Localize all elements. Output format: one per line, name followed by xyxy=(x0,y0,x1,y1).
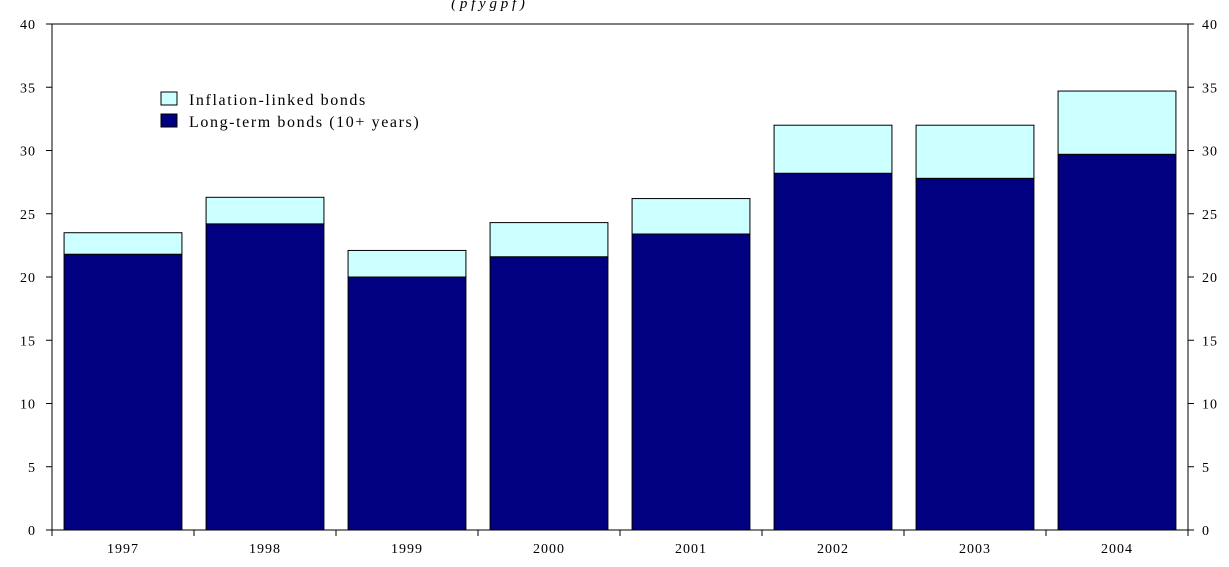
y-tick-label-right: 30 xyxy=(1202,145,1218,160)
bar-long-term-bonds xyxy=(489,256,609,531)
bar-inflation-linked-bonds xyxy=(205,196,325,225)
legend-label-long-term: Long-term bonds (10+ years) xyxy=(189,114,420,131)
chart-subtitle-fragment: ( p f y g p f ) xyxy=(451,0,525,12)
bar-inflation-linked-bonds xyxy=(773,124,893,174)
bar-inflation-linked-bonds xyxy=(631,198,751,235)
x-tick-label: 2002 xyxy=(817,542,849,557)
y-tick-label-right: 35 xyxy=(1202,81,1218,96)
y-tick-label-left: 40 xyxy=(20,18,36,33)
y-tick-label-right: 40 xyxy=(1202,18,1218,33)
y-tick-label-right: 20 xyxy=(1202,271,1218,286)
axes-group: 0 0 5 5 10 10 15 15 20 20 25 25 30 30 35 35 40 40 1997 1998… xyxy=(20,18,1218,557)
x-tick-label: 1999 xyxy=(391,542,423,557)
y-tick-label-right: 25 xyxy=(1202,208,1218,223)
bar-long-term-bonds xyxy=(1057,153,1177,531)
y-tick-label-right: 0 xyxy=(1202,524,1210,539)
x-tick-label: 2004 xyxy=(1101,542,1133,557)
bar-inflation-linked-bonds xyxy=(915,124,1035,179)
bar-inflation-linked-bonds xyxy=(347,249,467,278)
y-tick-label-right: 5 xyxy=(1202,461,1210,476)
y-tick-label-left: 0 xyxy=(28,524,36,539)
y-tick-label-right: 10 xyxy=(1202,398,1218,413)
x-tick-label: 1998 xyxy=(249,542,281,557)
bar-long-term-bonds xyxy=(347,276,467,531)
bar-long-term-bonds xyxy=(915,177,1035,531)
x-tick-label: 2003 xyxy=(959,542,991,557)
y-tick-label-left: 30 xyxy=(20,145,36,160)
bar-inflation-linked-bonds xyxy=(489,222,609,258)
bar-long-term-bonds xyxy=(631,233,751,531)
bar-long-term-bonds xyxy=(773,172,893,531)
y-tick-label-left: 10 xyxy=(20,398,36,413)
y-tick-label-left: 20 xyxy=(20,271,36,286)
y-tick-label-right: 15 xyxy=(1202,334,1218,349)
y-tick-label-left: 5 xyxy=(28,461,36,476)
x-tick-label: 1997 xyxy=(107,542,139,557)
bar-long-term-bonds xyxy=(63,253,183,531)
bar-long-term-bonds xyxy=(205,223,325,531)
bars-group xyxy=(63,90,1177,531)
y-tick-label-left: 15 xyxy=(20,334,36,349)
legend: Inflation-linked bonds Long-term bonds (1… xyxy=(160,91,420,131)
x-tick-label: 2001 xyxy=(675,542,707,557)
y-tick-label-left: 25 xyxy=(20,208,36,223)
legend-label-inflation-linked: Inflation-linked bonds xyxy=(189,92,367,109)
legend-swatch-long-term xyxy=(160,113,178,128)
x-tick-label: 2000 xyxy=(533,542,565,557)
bar-inflation-linked-bonds xyxy=(63,232,183,255)
y-tick-label-left: 35 xyxy=(20,81,36,96)
legend-swatch-inflation-linked xyxy=(160,91,178,106)
bar-inflation-linked-bonds xyxy=(1057,90,1177,155)
